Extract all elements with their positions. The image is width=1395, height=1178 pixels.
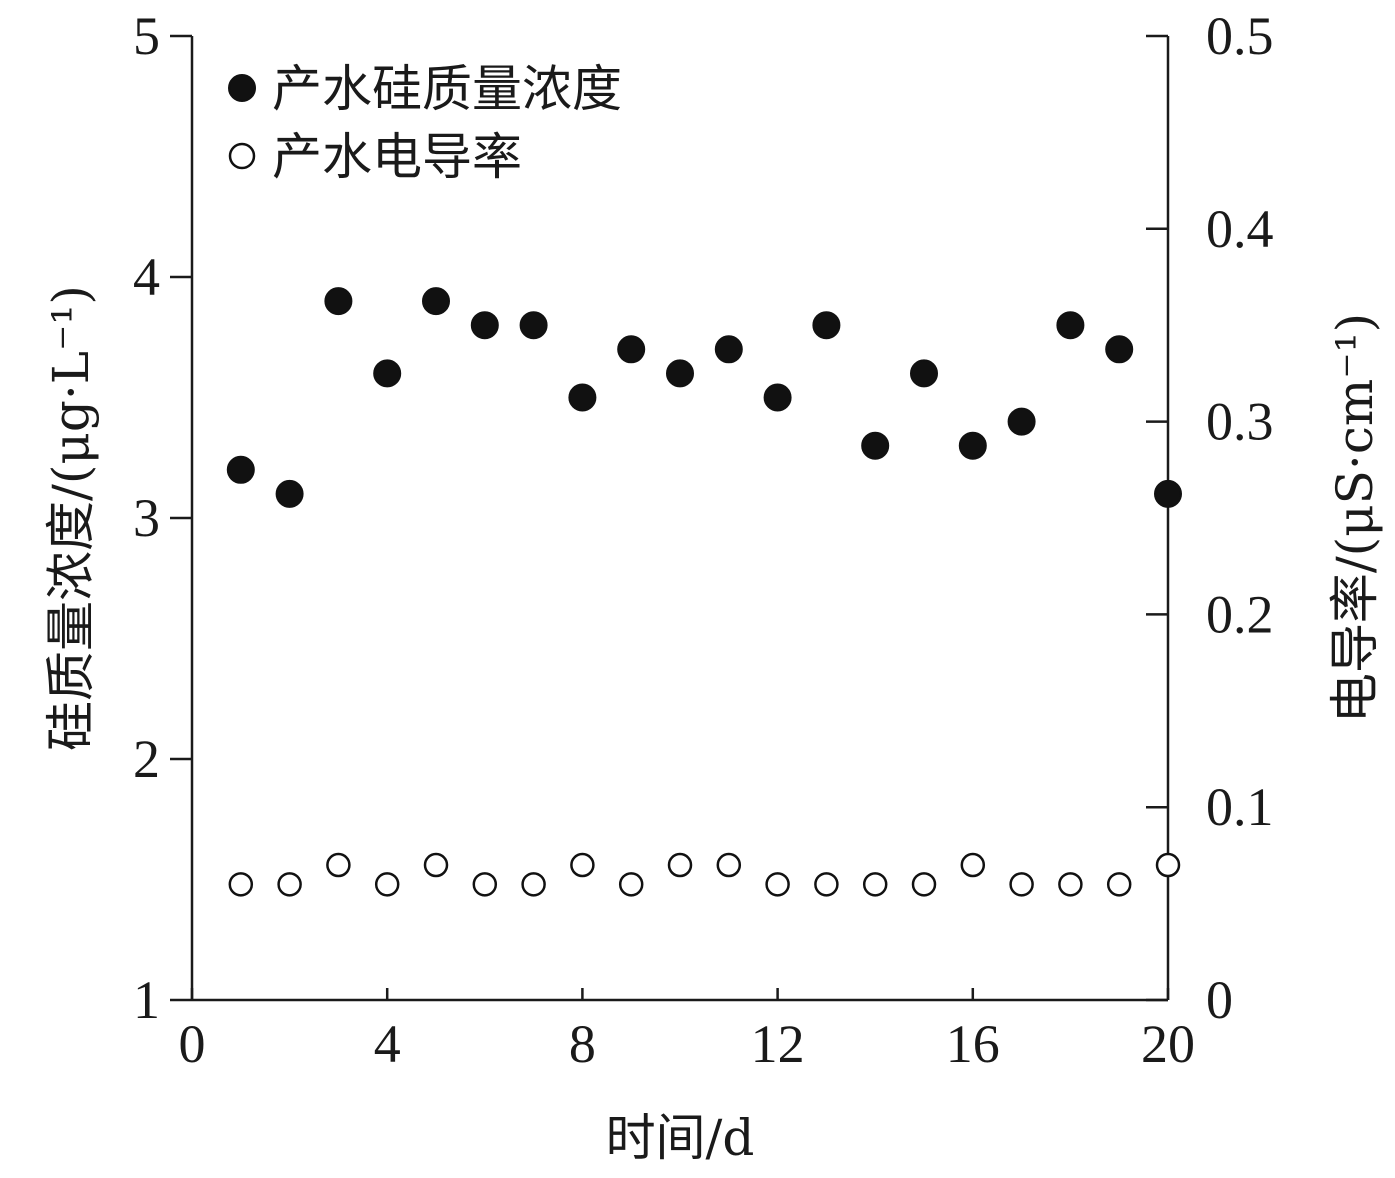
conductivity-point xyxy=(472,872,498,897)
y-right-tick-label: 0.5 xyxy=(1206,6,1274,66)
silicon-concentration-point xyxy=(1007,407,1036,436)
conductivity-point xyxy=(1058,872,1083,897)
x-tick-label: 12 xyxy=(751,1014,805,1074)
legend-marker-silicon xyxy=(228,74,256,102)
silicon-concentration-point xyxy=(422,287,450,316)
conductivity-point xyxy=(423,852,449,878)
silicon-concentration-point xyxy=(812,311,841,340)
silicon-concentration-point xyxy=(666,359,694,388)
silicon-concentration-point xyxy=(519,311,548,340)
x-axis-title: 时间/d xyxy=(606,1109,755,1167)
conductivity-point xyxy=(960,852,986,878)
y-left-tick-label: 3 xyxy=(133,488,160,548)
x-tick-label: 0 xyxy=(179,1014,206,1074)
conductivity-point xyxy=(618,872,644,897)
x-tick-label: 4 xyxy=(374,1014,401,1074)
data-points xyxy=(226,287,1182,897)
silicon-concentration-point xyxy=(373,359,402,388)
legend: 产水硅质量浓度 产水电导率 xyxy=(228,60,622,186)
silicon-concentration-point xyxy=(324,287,353,316)
y-right-axis-title: 电导率/(μS·cm⁻¹) xyxy=(1326,313,1384,723)
x-tick-label: 20 xyxy=(1141,1014,1195,1074)
y-left-tick-label: 2 xyxy=(133,729,160,789)
conductivity-point xyxy=(1009,872,1034,897)
silicon-concentration-point xyxy=(617,335,646,364)
y-right-tick-label: 0.1 xyxy=(1206,777,1274,837)
conductivity-point xyxy=(570,852,595,878)
y-left-axis-title: 硅质量浓度/(μg·L⁻¹) xyxy=(42,285,100,751)
silicon-concentration-point xyxy=(275,479,304,508)
silicon-concentration-point xyxy=(1056,311,1085,340)
conductivity-point xyxy=(521,872,546,897)
legend-marker-conductivity xyxy=(228,142,256,170)
conductivity-point xyxy=(374,872,400,897)
conductivity-point xyxy=(911,872,937,897)
silicon-concentration-point xyxy=(861,431,890,460)
silicon-concentration-point xyxy=(226,455,255,484)
silicon-concentration-point xyxy=(568,383,597,412)
y-right-tick-label: 0 xyxy=(1206,970,1233,1030)
silicon-concentration-point xyxy=(1105,335,1134,364)
conductivity-point xyxy=(1106,872,1132,897)
x-tick-label: 16 xyxy=(946,1014,1000,1074)
conductivity-point xyxy=(277,872,302,897)
x-tick-label: 8 xyxy=(569,1014,596,1074)
y-left-tick-label: 4 xyxy=(133,247,160,307)
conductivity-point xyxy=(228,872,254,897)
conductivity-point xyxy=(765,872,790,897)
silicon-concentration-point xyxy=(1154,479,1182,508)
y-right-tick-label: 0.4 xyxy=(1206,199,1274,259)
legend-label-silicon: 产水硅质量浓度 xyxy=(272,60,622,118)
y-left-tick-label: 1 xyxy=(133,970,160,1030)
y-right-tick-label: 0.3 xyxy=(1206,392,1274,452)
conductivity-point xyxy=(326,852,351,878)
silicon-concentration-point xyxy=(910,359,938,388)
y-left-tick-label: 5 xyxy=(133,6,160,66)
conductivity-point xyxy=(814,872,839,897)
conductivity-point xyxy=(862,872,888,897)
silicon-concentration-point xyxy=(714,335,743,364)
silicon-concentration-point xyxy=(763,383,792,412)
y-right-tick-label: 0.2 xyxy=(1206,584,1274,644)
silicon-concentration-point xyxy=(470,311,499,340)
conductivity-point xyxy=(1155,852,1181,878)
conductivity-point xyxy=(667,852,693,878)
conductivity-point xyxy=(716,852,742,878)
legend-label-conductivity: 产水电导率 xyxy=(272,128,522,186)
silicon-concentration-point xyxy=(958,431,987,460)
